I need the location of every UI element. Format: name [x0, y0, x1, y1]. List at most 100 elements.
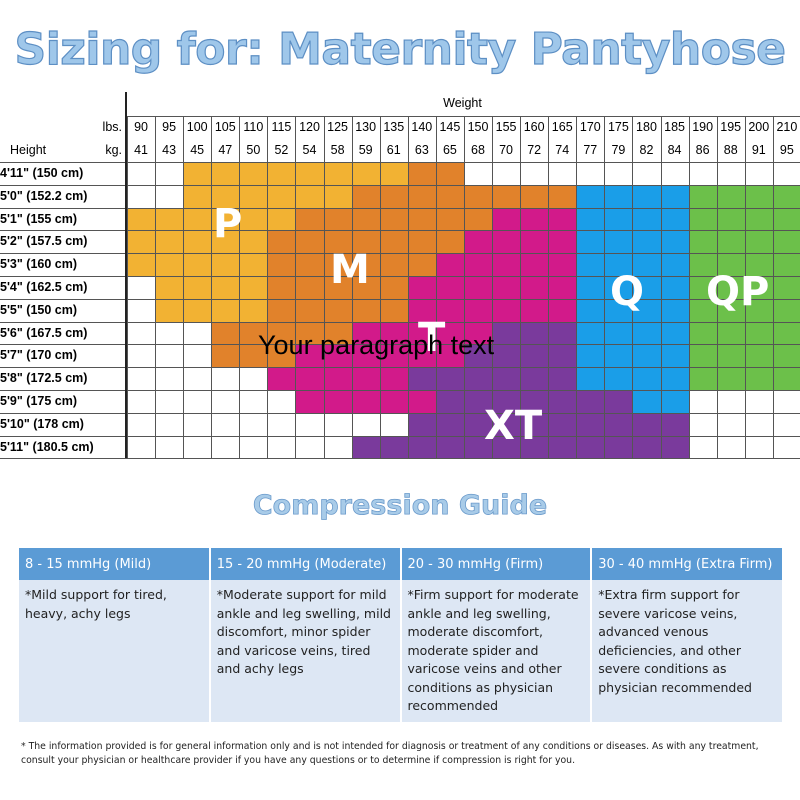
size-cell-T: [351, 367, 381, 391]
empty-cell: [211, 412, 240, 437]
size-cell-M: [379, 184, 409, 209]
size-cell-T: [548, 253, 577, 277]
empty-cell: [772, 390, 800, 414]
size-cell-P: [183, 253, 212, 277]
size-label-qp: QP: [706, 269, 770, 315]
size-cell-M: [323, 321, 353, 345]
grid-line-v: [351, 116, 353, 459]
empty-cell: [267, 435, 296, 459]
size-cell-X: [407, 435, 437, 459]
size-cell-T: [492, 230, 521, 254]
empty-cell: [267, 412, 296, 437]
kg-value: 63: [414, 143, 429, 157]
size-cell-P: [183, 230, 212, 254]
size-cell-Q: [632, 253, 662, 277]
empty-cell: [183, 412, 212, 437]
kg-value: 43: [162, 143, 177, 157]
size-cell-T: [351, 321, 381, 345]
size-cell-Q: [660, 253, 690, 277]
kg-value: 45: [190, 143, 205, 157]
size-cell-T: [463, 276, 493, 300]
size-cell-M: [351, 253, 381, 277]
size-cell-P: [239, 253, 268, 277]
size-cell-G: [716, 367, 746, 391]
height-label: 5'6" (167.5 cm): [0, 325, 88, 340]
size-cell-Q: [576, 184, 605, 209]
kg-value: 77: [583, 143, 598, 157]
size-cell-M: [239, 321, 268, 345]
lbs-value: 110: [243, 120, 264, 134]
grid-line-v: [576, 116, 578, 459]
size-cell-X: [660, 412, 690, 437]
size-cell-Q: [576, 207, 605, 231]
size-cell-Q: [576, 298, 605, 323]
empty-cell: [127, 412, 156, 437]
size-cell-Q: [632, 390, 662, 414]
kg-label: kg.: [105, 143, 122, 157]
empty-cell: [155, 435, 184, 459]
size-cell-X: [660, 435, 690, 459]
lbs-value: 200: [748, 120, 770, 134]
compression-body-row: *Mild support for tired, heavy, achy leg…: [19, 580, 782, 722]
empty-cell: [744, 390, 774, 414]
size-cell-G: [688, 230, 718, 254]
compression-header-moderate: 15 - 20 mmHg (Moderate): [209, 548, 402, 580]
size-cell-G: [688, 367, 718, 391]
size-cell-P: [295, 184, 325, 209]
size-cell-G: [688, 344, 718, 368]
grid-line-v: [548, 116, 550, 459]
size-cell-P: [155, 230, 184, 254]
size-cell-Q: [660, 390, 690, 414]
size-label-t: T: [418, 315, 446, 361]
size-cell-M: [267, 253, 296, 277]
size-cell-Q: [604, 253, 633, 277]
size-cell-M: [351, 207, 381, 231]
empty-cell: [576, 162, 605, 186]
size-cell-X: [548, 412, 577, 437]
empty-cell: [239, 435, 268, 459]
size-cell-P: [155, 276, 184, 300]
size-cell-Q: [604, 207, 633, 231]
compression-desc-mild: *Mild support for tired, heavy, achy leg…: [19, 580, 211, 722]
empty-cell: [239, 390, 268, 414]
page-title: Sizing for: Maternity Pantyhose: [14, 23, 787, 75]
lbs-value: 150: [467, 120, 489, 134]
size-cell-X: [576, 435, 605, 459]
empty-cell: [323, 412, 353, 437]
size-cell-X: [520, 321, 549, 345]
grid-line-h: [0, 253, 800, 255]
size-cell-M: [323, 230, 353, 254]
size-cell-M: [407, 162, 437, 186]
empty-cell: [660, 162, 690, 186]
size-cell-X: [548, 321, 577, 345]
size-cell-G: [772, 253, 800, 277]
size-cell-G: [772, 367, 800, 391]
size-cell-M: [351, 184, 381, 209]
size-cell-M: [295, 253, 325, 277]
size-cell-T: [435, 298, 465, 323]
size-cell-X: [435, 435, 465, 459]
lbs-value: 190: [692, 120, 714, 134]
size-cell-X: [435, 390, 465, 414]
size-cell-T: [548, 207, 577, 231]
grid-line-h: [0, 458, 800, 460]
compression-desc-firm: *Firm support for moderate ankle and leg…: [400, 580, 593, 722]
size-cell-P: [239, 276, 268, 300]
size-cell-P: [239, 298, 268, 323]
size-cell-X: [604, 435, 633, 459]
size-cell-Q: [576, 344, 605, 368]
grid-line-v: [463, 116, 465, 459]
size-cell-M: [295, 207, 325, 231]
size-cell-G: [688, 321, 718, 345]
size-cell-M: [379, 298, 409, 323]
size-cell-P: [239, 207, 268, 231]
size-cell-X: [492, 367, 521, 391]
size-cell-T: [548, 298, 577, 323]
kg-value: 84: [667, 143, 682, 157]
size-cell-G: [716, 184, 746, 209]
size-cell-Q: [604, 184, 633, 209]
size-cell-T: [323, 390, 353, 414]
empty-cell: [716, 412, 746, 437]
size-cell-X: [548, 390, 577, 414]
size-label-xt: XT: [484, 403, 543, 449]
